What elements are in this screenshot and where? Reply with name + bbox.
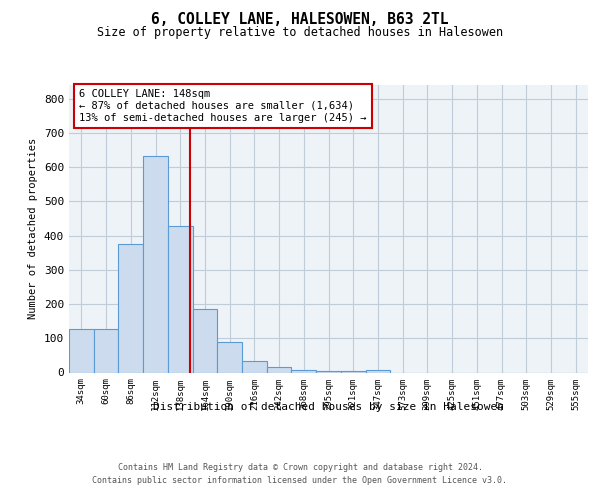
Text: Contains public sector information licensed under the Open Government Licence v3: Contains public sector information licen… <box>92 476 508 485</box>
Bar <box>267 366 292 372</box>
Bar <box>168 226 193 372</box>
Bar <box>242 360 267 372</box>
Text: Size of property relative to detached houses in Halesowen: Size of property relative to detached ho… <box>97 26 503 39</box>
Bar <box>143 156 168 372</box>
Text: 6 COLLEY LANE: 148sqm
← 87% of detached houses are smaller (1,634)
13% of semi-d: 6 COLLEY LANE: 148sqm ← 87% of detached … <box>79 90 367 122</box>
Bar <box>341 371 365 372</box>
Text: 6, COLLEY LANE, HALESOWEN, B63 2TL: 6, COLLEY LANE, HALESOWEN, B63 2TL <box>151 12 449 28</box>
Bar <box>292 370 316 372</box>
Bar <box>365 370 390 372</box>
Bar <box>69 328 94 372</box>
Bar <box>94 328 118 372</box>
Bar <box>193 309 217 372</box>
Y-axis label: Number of detached properties: Number of detached properties <box>28 138 38 320</box>
Bar <box>316 371 341 372</box>
Text: Distribution of detached houses by size in Halesowen: Distribution of detached houses by size … <box>154 402 504 412</box>
Text: Contains HM Land Registry data © Crown copyright and database right 2024.: Contains HM Land Registry data © Crown c… <box>118 462 482 471</box>
Bar <box>118 244 143 372</box>
Bar <box>217 342 242 372</box>
